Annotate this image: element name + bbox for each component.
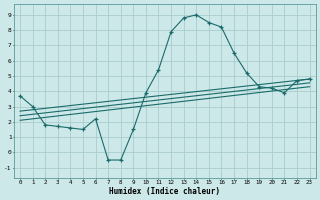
X-axis label: Humidex (Indice chaleur): Humidex (Indice chaleur) — [109, 187, 220, 196]
